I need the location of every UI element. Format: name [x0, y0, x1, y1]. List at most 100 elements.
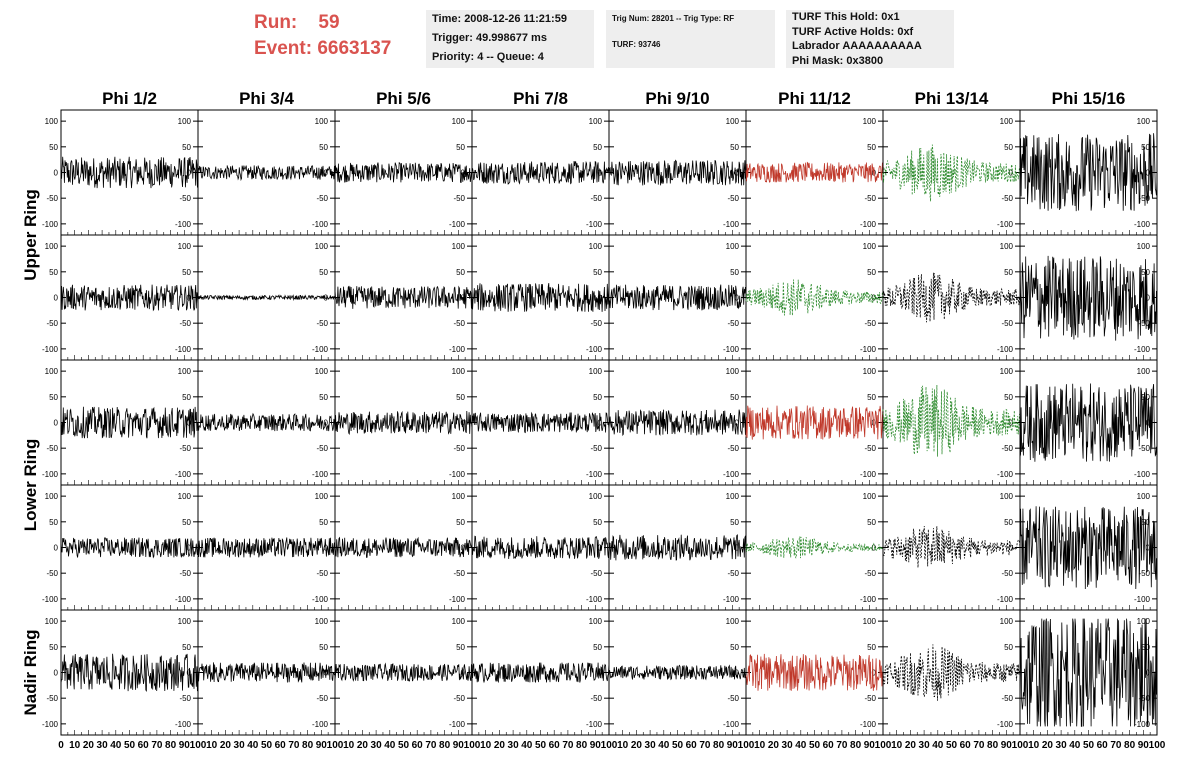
waveform-trace — [334, 662, 473, 682]
y-tick-label: 50 — [867, 393, 876, 402]
y-tick-label: -100 — [860, 720, 877, 729]
run-value: 59 — [318, 12, 340, 33]
turf-info-box: TURF This Hold: 0x1 TURF Active Holds: 0… — [786, 10, 954, 68]
y-tick-label: -50 — [1001, 444, 1013, 453]
y-tick-label: -50 — [864, 694, 876, 703]
y-tick-label: 100 — [1137, 492, 1151, 501]
y-tick-label: 50 — [730, 268, 739, 277]
waveform-trace — [882, 644, 1021, 701]
waveform-trace — [471, 160, 610, 185]
y-tick-label: -100 — [586, 470, 603, 479]
x-tick-label: 60 — [686, 740, 698, 751]
y-tick-label: -50 — [46, 694, 58, 703]
panel-frame — [471, 359, 610, 486]
y-tick-label: 50 — [1004, 143, 1013, 152]
y-tick-label: 100 — [45, 117, 59, 126]
waveform-trace — [197, 662, 336, 683]
y-tick-label: -50 — [316, 444, 328, 453]
time-text: Time: 2008-12-26 11:21:59 — [432, 13, 567, 25]
y-tick-label: 100 — [589, 117, 603, 126]
x-tick-label: 60 — [138, 740, 150, 751]
x-tick-label: 100 — [738, 740, 755, 751]
y-tick-label: 100 — [1137, 242, 1151, 251]
y-tick-label: -50 — [727, 194, 739, 203]
x-tick-label: 20 — [905, 740, 917, 751]
y-tick-label: 0 — [54, 669, 59, 678]
y-tick-label: -100 — [586, 220, 603, 229]
y-tick-label: -100 — [312, 595, 329, 604]
x-tick-label: 80 — [439, 740, 451, 751]
y-tick-label: 100 — [178, 492, 192, 501]
y-tick-label: 100 — [863, 117, 877, 126]
panel-frame — [882, 609, 1021, 736]
y-tick-label: -100 — [312, 720, 329, 729]
x-tick-label: 50 — [398, 740, 410, 751]
y-tick-label: 50 — [49, 643, 58, 652]
column-header: Phi 13/14 — [915, 89, 989, 108]
y-tick-label: -100 — [586, 720, 603, 729]
labrador-text: Labrador AAAAAAAAAA — [792, 40, 922, 52]
panel-frame — [882, 484, 1021, 611]
waveform-trace — [745, 279, 884, 316]
x-tick-label: 40 — [521, 740, 533, 751]
y-tick-label: 50 — [319, 268, 328, 277]
waveform-trace — [1019, 506, 1158, 590]
x-tick-label: 70 — [1110, 740, 1122, 751]
y-tick-label: 100 — [1000, 617, 1014, 626]
x-tick-label: 40 — [795, 740, 807, 751]
y-tick-label: 100 — [1000, 367, 1014, 376]
turf-text: TURF: 93746 — [612, 40, 661, 49]
y-tick-label: -50 — [590, 569, 602, 578]
x-tick-label: 10 — [617, 740, 629, 751]
y-tick-label: -50 — [179, 694, 191, 703]
y-tick-label: -50 — [453, 319, 465, 328]
y-tick-label: -50 — [590, 444, 602, 453]
y-tick-label: 50 — [1004, 393, 1013, 402]
x-tick-label: 80 — [576, 740, 588, 751]
y-tick-label: 50 — [867, 268, 876, 277]
y-tick-label: 0 — [1009, 419, 1014, 428]
y-tick-label: 100 — [863, 242, 877, 251]
waveform-trace — [471, 411, 610, 434]
y-tick-label: 100 — [178, 117, 192, 126]
y-tick-label: -50 — [179, 319, 191, 328]
y-tick-label: 50 — [1004, 268, 1013, 277]
y-tick-label: -50 — [46, 319, 58, 328]
y-tick-label: 50 — [182, 643, 191, 652]
y-tick-label: 50 — [456, 393, 465, 402]
x-tick-label: 60 — [960, 740, 972, 751]
x-tick-label: 40 — [932, 740, 944, 751]
x-tick-label: 100 — [1149, 740, 1166, 751]
y-tick-label: -50 — [453, 444, 465, 453]
run-label: Run: — [254, 12, 298, 33]
y-tick-label: 100 — [452, 242, 466, 251]
y-tick-label: 50 — [456, 143, 465, 152]
column-header: Phi 9/10 — [645, 89, 709, 108]
y-tick-label: 0 — [1146, 169, 1151, 178]
y-tick-label: -50 — [864, 194, 876, 203]
x-tick-label: 10 — [1028, 740, 1040, 751]
column-header: Phi 5/6 — [376, 89, 431, 108]
y-tick-label: -100 — [449, 345, 466, 354]
y-tick-label: -100 — [1134, 720, 1151, 729]
x-tick-label: 30 — [371, 740, 383, 751]
turf-active-holds-text: TURF Active Holds: 0xf — [792, 25, 914, 38]
waveform-trace — [608, 409, 747, 437]
column-header: Phi 15/16 — [1052, 89, 1126, 108]
x-tick-label: 20 — [357, 740, 369, 751]
waveform-trace — [60, 156, 199, 189]
y-tick-label: -100 — [175, 345, 192, 354]
y-tick-label: -50 — [590, 694, 602, 703]
y-tick-label: 0 — [735, 419, 740, 428]
ring-label: Lower Ring — [21, 439, 40, 532]
y-tick-label: 100 — [726, 617, 740, 626]
y-tick-label: 0 — [54, 169, 59, 178]
y-tick-label: 50 — [49, 518, 58, 527]
waveform-trace — [745, 161, 884, 183]
x-tick-label: 10 — [69, 740, 81, 751]
y-tick-label: 50 — [730, 393, 739, 402]
waveform-trace — [60, 653, 199, 692]
x-tick-label: 90 — [864, 740, 876, 751]
x-tick-label: 20 — [494, 740, 506, 751]
x-tick-label: 30 — [645, 740, 657, 751]
